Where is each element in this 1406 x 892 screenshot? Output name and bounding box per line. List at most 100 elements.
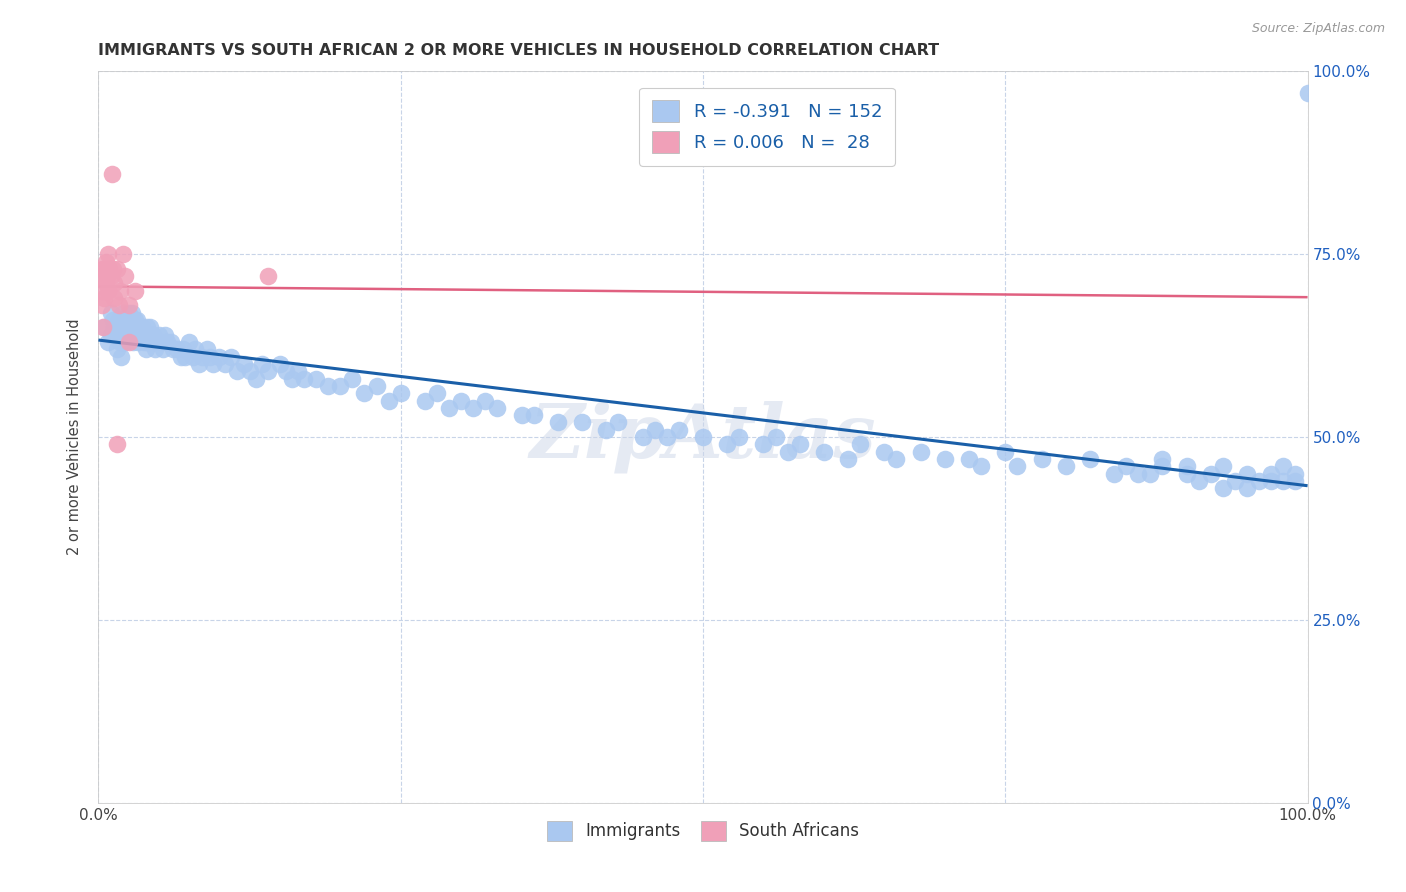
Point [1223,474,1246,488]
Point [174,350,197,364]
Point [115,313,138,327]
Point [1078,452,1101,467]
Point [256,364,278,378]
Point [463,401,485,415]
Point [91,298,114,312]
Point [250,357,273,371]
Point [316,379,339,393]
Point [118,334,141,349]
Point [96,269,118,284]
Point [127,334,149,349]
Point [1272,459,1295,474]
Point [135,334,157,349]
Point [117,320,139,334]
Point [111,320,134,334]
Point [1102,467,1125,481]
Point [571,416,593,430]
Point [162,343,184,357]
Point [523,408,546,422]
Point [100,269,122,284]
Point [1031,452,1053,467]
Point [150,334,173,349]
Point [112,313,135,327]
Point [1199,467,1222,481]
Point [91,261,114,276]
Point [692,430,714,444]
Point [128,320,150,334]
Point [765,430,787,444]
Y-axis label: 2 or more Vehicles in Household: 2 or more Vehicles in Household [67,318,83,556]
Point [111,247,134,261]
Point [124,313,146,327]
Point [184,343,207,357]
Point [135,320,157,334]
Point [118,298,141,312]
Point [198,350,221,364]
Point [124,327,146,342]
Point [305,371,328,385]
Point [910,444,932,458]
Point [366,379,388,393]
Point [1115,459,1137,474]
Point [117,327,139,342]
Point [179,334,201,349]
Point [886,452,908,467]
Point [129,327,152,342]
Point [776,444,799,458]
Point [1212,481,1234,495]
Point [716,437,738,451]
Point [138,334,160,349]
Point [103,291,125,305]
Point [110,350,132,364]
Point [98,261,121,276]
Point [202,357,225,371]
Point [191,350,214,364]
Point [269,357,291,371]
Point [114,320,136,334]
Point [100,167,122,181]
Point [93,291,115,305]
Point [111,334,134,349]
Point [221,350,243,364]
Point [90,269,112,284]
Point [668,423,690,437]
Point [105,261,128,276]
Point [1175,467,1198,481]
Point [172,343,194,357]
Point [970,459,993,474]
Point [121,306,143,320]
Point [121,320,143,334]
Point [474,393,496,408]
Point [287,364,309,378]
Point [752,437,775,451]
Point [152,343,174,357]
Point [100,327,122,342]
Point [166,343,188,357]
Point [728,430,751,444]
Point [108,298,131,312]
Point [105,343,128,357]
Point [94,254,117,268]
Point [1284,474,1306,488]
Point [181,350,204,364]
Point [849,437,872,451]
Point [114,334,136,349]
Point [1236,467,1258,481]
Point [292,371,315,385]
Point [214,357,236,371]
Point [1284,467,1306,481]
Point [1152,459,1174,474]
Point [377,393,399,408]
Point [813,444,835,458]
Point [837,452,859,467]
Point [994,444,1017,458]
Point [101,261,124,276]
Point [547,416,569,430]
Point [122,334,145,349]
Point [1152,452,1174,467]
Point [93,261,115,276]
Legend: Immigrants, South Africans: Immigrants, South Africans [538,813,868,849]
Point [103,277,125,291]
Point [1128,467,1150,481]
Point [101,313,124,327]
